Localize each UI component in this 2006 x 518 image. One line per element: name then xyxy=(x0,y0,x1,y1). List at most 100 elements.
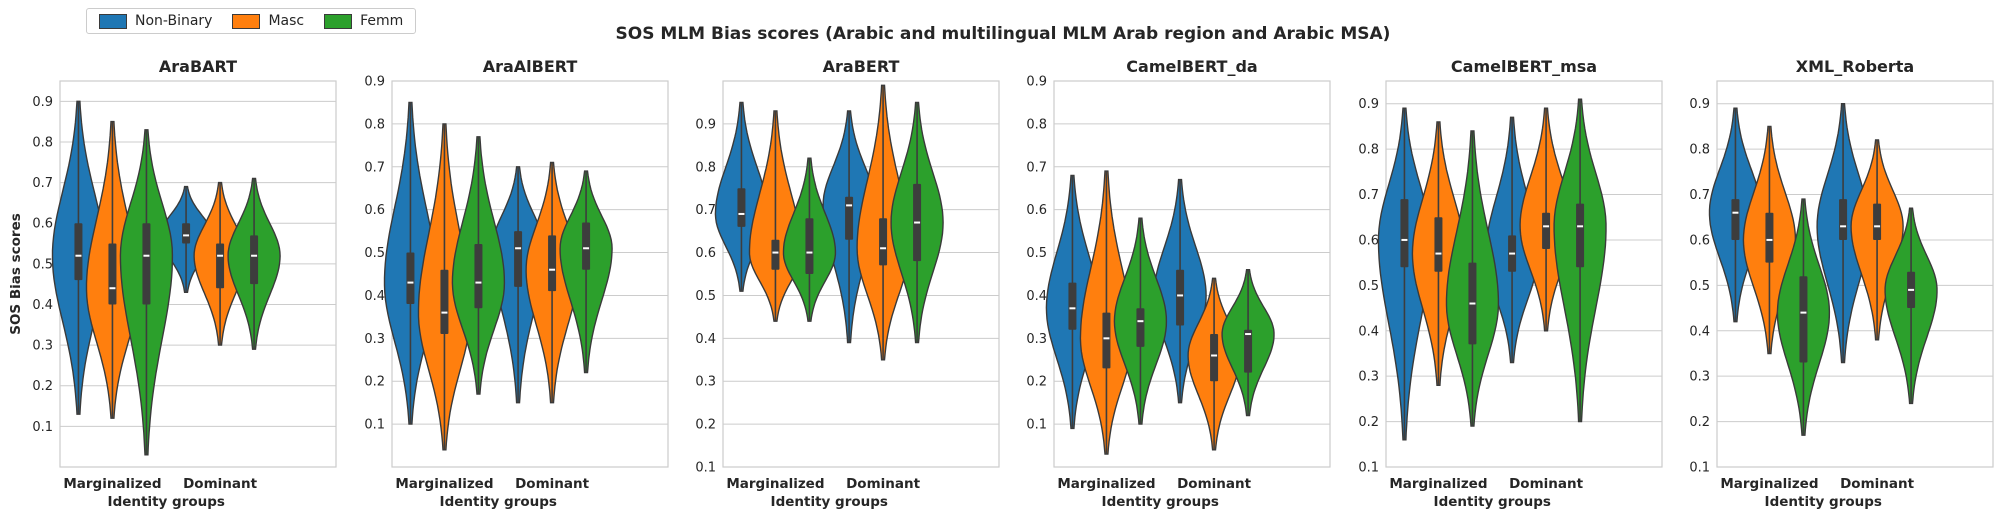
y-tick-label: 0.3 xyxy=(1358,370,1379,385)
iqr-box-non-binary-dominant xyxy=(182,223,191,244)
panel-camelbert-msa: 0.1 0.2 0.3 0.4 0.5 0.6 0.7 0.8 0.9 Marginalized D… xyxy=(1358,57,1663,510)
iqr-box-femm-marginalized xyxy=(805,218,814,274)
iqr-box-masc-dominant xyxy=(216,243,225,289)
y-tick-label: 0.1 xyxy=(695,461,716,476)
x-tick-label-dominant: Dominant xyxy=(1177,476,1252,492)
panel-title: AraBART xyxy=(159,57,237,76)
panel-title: CamelBERT_da xyxy=(1126,57,1257,76)
iqr-box-non-binary-dominant xyxy=(514,231,523,287)
iqr-box-femm-marginalized xyxy=(1799,276,1808,363)
figure-title: SOS MLM Bias scores (Arabic and multilin… xyxy=(615,24,1391,44)
x-tick-label-dominant: Dominant xyxy=(515,476,590,492)
y-axis-label: SOS Bias scores xyxy=(8,213,24,335)
panel-title: CamelBERT_msa xyxy=(1451,57,1597,76)
y-tick-label: 0.8 xyxy=(1026,117,1047,132)
y-tick-label: 0.7 xyxy=(695,203,716,218)
legend-label-masc: Masc xyxy=(268,13,305,29)
y-tick-label: 0.6 xyxy=(1358,233,1379,248)
legend-swatch-non-binary xyxy=(99,13,127,29)
iqr-box-masc-marginalized xyxy=(1765,212,1774,263)
y-tick-label: 0.4 xyxy=(1689,324,1710,339)
iqr-box-femm-dominant xyxy=(1576,203,1585,268)
iqr-box-femm-dominant xyxy=(250,235,259,285)
y-tick-label: 0.3 xyxy=(695,375,716,390)
y-tick-label: 0.5 xyxy=(364,246,385,261)
y-tick-label: 0.6 xyxy=(364,203,385,218)
iqr-box-non-binary-dominant xyxy=(1176,269,1185,326)
y-tick-label: 0.7 xyxy=(364,160,385,175)
panel-xml-roberta: 0.1 0.2 0.3 0.4 0.5 0.6 0.7 0.8 0.9 Marginalized D… xyxy=(1689,57,1994,510)
y-tick-label: 0.9 xyxy=(1026,75,1047,90)
y-tick-label: 0.5 xyxy=(1358,279,1379,294)
y-tick-label: 0.1 xyxy=(1689,461,1710,476)
y-tick-label: 0.7 xyxy=(1026,160,1047,175)
y-tick-label: 0.4 xyxy=(364,289,385,304)
legend-swatch-masc xyxy=(232,13,261,29)
x-tick-label-dominant: Dominant xyxy=(1509,476,1584,492)
panel-arabert: 0.1 0.2 0.3 0.4 0.5 0.6 0.7 0.8 0.9 Marginalized D… xyxy=(695,57,1000,510)
iqr-box-femm-marginalized xyxy=(142,223,151,305)
x-tick-label-marginalized: Marginalized xyxy=(1389,476,1487,492)
x-axis-label: Identity groups xyxy=(771,494,888,510)
y-tick-label: 0.6 xyxy=(695,246,716,261)
legend: Non-Binary Masc Femm xyxy=(86,8,417,34)
y-tick-label: 0.9 xyxy=(1358,97,1379,112)
panel-camelbert-da: 0.1 0.2 0.3 0.4 0.5 0.6 0.7 0.8 0.9 Marginalized D… xyxy=(1026,57,1331,510)
y-tick-label: 0.9 xyxy=(32,95,53,110)
iqr-box-masc-marginalized xyxy=(108,243,117,305)
x-tick-label-dominant: Dominant xyxy=(183,476,258,492)
x-tick-label-marginalized: Marginalized xyxy=(395,476,493,492)
y-tick-label: 0.1 xyxy=(1026,418,1047,433)
y-tick-label: 0.6 xyxy=(32,217,53,232)
iqr-box-femm-dominant xyxy=(1244,329,1253,373)
y-tick-label: 0.8 xyxy=(695,160,716,175)
iqr-box-femm-dominant xyxy=(582,222,591,270)
iqr-box-non-binary-marginalized xyxy=(74,223,83,281)
iqr-box-masc-dominant xyxy=(548,235,557,292)
panel-title: AraAlBERT xyxy=(483,57,578,76)
y-tick-label: 0.8 xyxy=(1358,143,1379,158)
y-tick-label: 0.5 xyxy=(695,289,716,304)
y-tick-label: 0.2 xyxy=(1026,375,1047,390)
y-tick-label: 0.3 xyxy=(364,332,385,347)
x-tick-label-marginalized: Marginalized xyxy=(63,476,161,492)
iqr-box-non-binary-marginalized xyxy=(406,252,415,305)
iqr-box-masc-dominant xyxy=(1210,334,1219,382)
y-tick-label: 0.5 xyxy=(32,257,53,272)
iqr-box-masc-dominant xyxy=(1873,203,1882,240)
y-tick-label: 0.1 xyxy=(1358,461,1379,476)
x-axis-label: Identity groups xyxy=(108,494,225,510)
iqr-box-non-binary-marginalized xyxy=(1731,199,1740,240)
iqr-box-masc-marginalized xyxy=(1102,312,1111,369)
y-tick-label: 0.9 xyxy=(1689,97,1710,112)
y-tick-label: 0.4 xyxy=(1358,324,1379,339)
y-tick-label: 0.2 xyxy=(364,375,385,390)
y-tick-label: 0.8 xyxy=(1689,143,1710,158)
iqr-box-masc-marginalized xyxy=(1434,217,1443,272)
y-tick-label: 0.9 xyxy=(364,75,385,90)
iqr-box-masc-dominant xyxy=(879,218,888,266)
legend-item-femm: Femm xyxy=(324,13,403,29)
y-tick-label: 0.1 xyxy=(364,418,385,433)
y-tick-label: 0.5 xyxy=(1689,279,1710,294)
iqr-box-non-binary-marginalized xyxy=(737,188,746,227)
y-tick-label: 0.2 xyxy=(1689,415,1710,430)
y-tick-label: 0.8 xyxy=(32,135,53,150)
legend-label-non-binary: Non-Binary xyxy=(135,13,213,29)
iqr-box-femm-marginalized xyxy=(1136,308,1145,347)
x-tick-label-marginalized: Marginalized xyxy=(1057,476,1155,492)
panel-araalbert: 0.1 0.2 0.3 0.4 0.5 0.6 0.7 0.8 0.9 Marginalized D… xyxy=(364,57,669,510)
iqr-box-masc-marginalized xyxy=(440,269,449,335)
y-tick-label: 0.4 xyxy=(695,332,716,347)
legend-label-femm: Femm xyxy=(360,13,404,29)
plot-frame xyxy=(1716,80,1994,468)
y-tick-label: 0.8 xyxy=(364,117,385,132)
y-tick-label: 0.3 xyxy=(1026,332,1047,347)
y-tick-label: 0.7 xyxy=(1689,188,1710,203)
x-tick-label-marginalized: Marginalized xyxy=(726,476,824,492)
y-tick-label: 0.6 xyxy=(1689,233,1710,248)
iqr-box-non-binary-dominant xyxy=(845,196,854,240)
x-axis-label: Identity groups xyxy=(1765,494,1882,510)
x-axis-label: Identity groups xyxy=(440,494,557,510)
y-tick-label: 0.4 xyxy=(1026,289,1047,304)
